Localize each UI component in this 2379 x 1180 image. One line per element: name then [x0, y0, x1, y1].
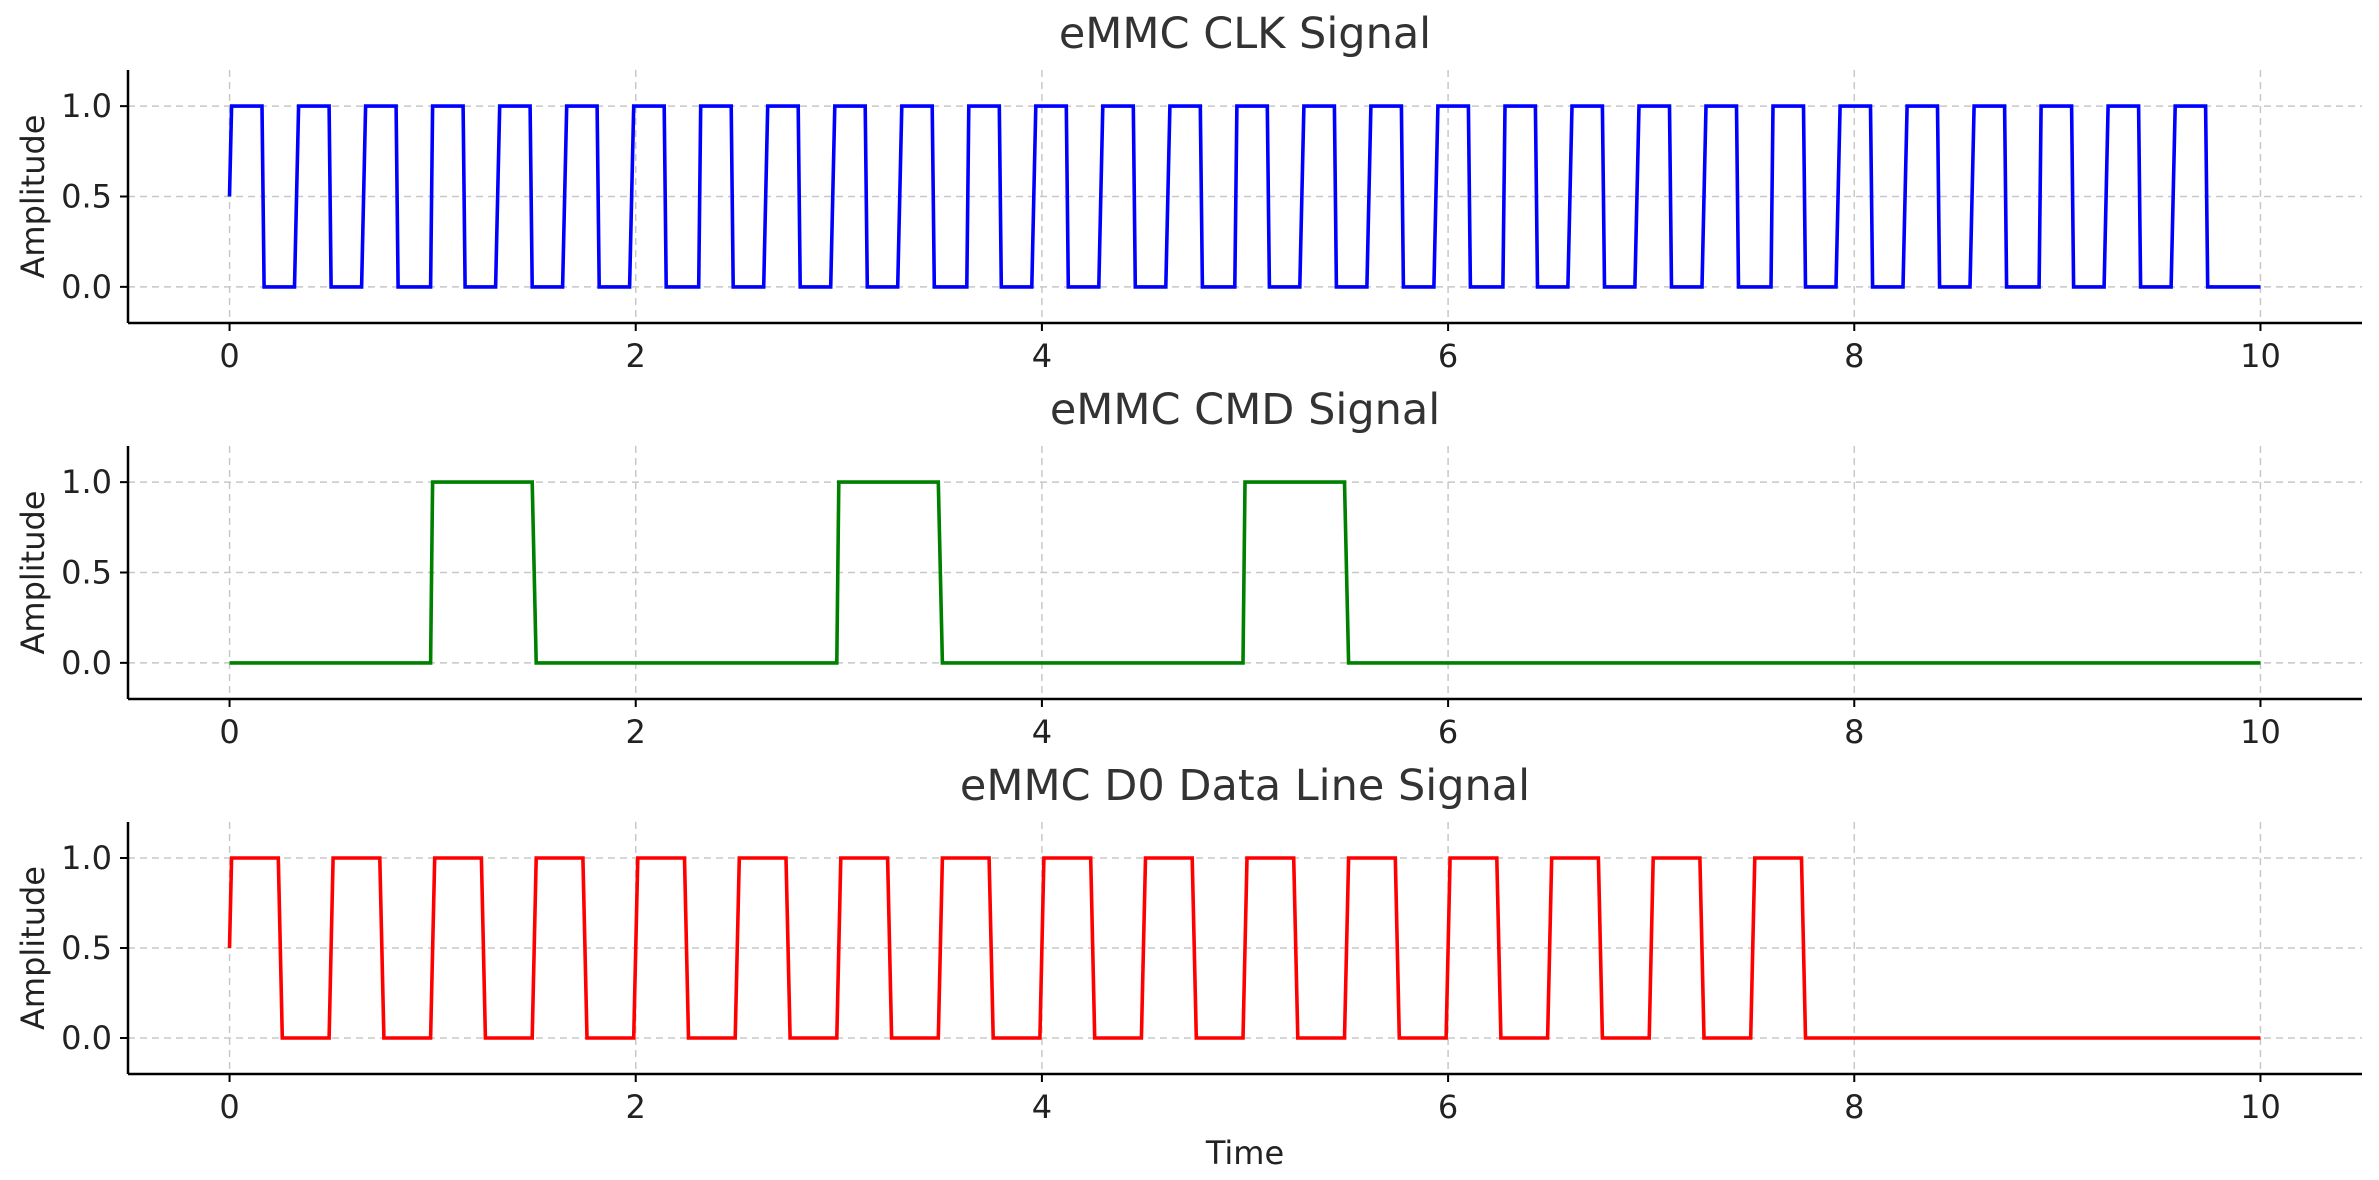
- d0-xtick-label-5: 10: [2240, 1088, 2281, 1126]
- d0-xtick-label-1: 2: [626, 1088, 646, 1126]
- clk-ytick-label-0: 0.0: [61, 268, 112, 306]
- clk-xtick-label-3: 6: [1438, 337, 1458, 375]
- d0-x-axis-label: Time: [1205, 1134, 1284, 1172]
- cmd-ytick-label-2: 1.0: [61, 463, 112, 501]
- clk-xtick-label-0: 0: [219, 337, 239, 375]
- d0-xtick-label-0: 0: [219, 1088, 239, 1126]
- cmd-y-axis-label: Amplitude: [14, 491, 52, 655]
- cmd-xtick-label-4: 8: [1844, 713, 1864, 751]
- clk-xtick-label-2: 4: [1032, 337, 1052, 375]
- clk-xtick-label-4: 8: [1844, 337, 1864, 375]
- cmd-signal-line: [229, 480, 2261, 665]
- d0-ytick-label-2: 1.0: [61, 839, 112, 877]
- cmd-xtick-label-3: 6: [1438, 713, 1458, 751]
- cmd-ytick-label-1: 0.5: [61, 554, 112, 592]
- d0-y-axis-label: Amplitude: [14, 866, 52, 1030]
- clk-xtick-label-5: 10: [2240, 337, 2281, 375]
- clk-ytick-label-2: 1.0: [61, 87, 112, 125]
- clk-ytick-label-1: 0.5: [61, 178, 112, 216]
- cmd-chart-title: eMMC CMD Signal: [1050, 385, 1440, 435]
- cmd-xtick-label-5: 10: [2240, 713, 2281, 751]
- chart-panel-cmd: 0 2 4 6 8 10 0.0 0.5 1.0 eMMC CMD Signal Amplitude: [14, 385, 2362, 751]
- d0-ytick-label-0: 0.0: [61, 1019, 112, 1057]
- d0-xtick-label-3: 6: [1438, 1088, 1458, 1126]
- d0-signal-line: [227, 856, 2261, 1040]
- chart-panel-d0: 0 2 4 6 8 10 0.0 0.5 1.0 eMMC D0 Data Line Signal…: [14, 761, 2362, 1172]
- clk-y-axis-label: Amplitude: [14, 115, 52, 279]
- d0-xtick-label-2: 4: [1032, 1088, 1052, 1126]
- d0-chart-title: eMMC D0 Data Line Signal: [960, 761, 1530, 811]
- cmd-xtick-label-2: 4: [1032, 713, 1052, 751]
- chart-panel-clk: 0 2 4 6 8 10 0.0 0.5 1.0 eMMC CLK Signal Amplitude: [14, 9, 2362, 375]
- clk-chart-title: eMMC CLK Signal: [1059, 9, 1431, 59]
- cmd-xtick-label-1: 2: [626, 713, 646, 751]
- cmd-xtick-label-0: 0: [219, 713, 239, 751]
- d0-xtick-label-4: 8: [1844, 1088, 1864, 1126]
- d0-ytick-label-1: 0.5: [61, 929, 112, 967]
- cmd-ytick-label-0: 0.0: [61, 644, 112, 682]
- clk-xtick-label-1: 2: [626, 337, 646, 375]
- clk-signal-line: [227, 104, 2261, 289]
